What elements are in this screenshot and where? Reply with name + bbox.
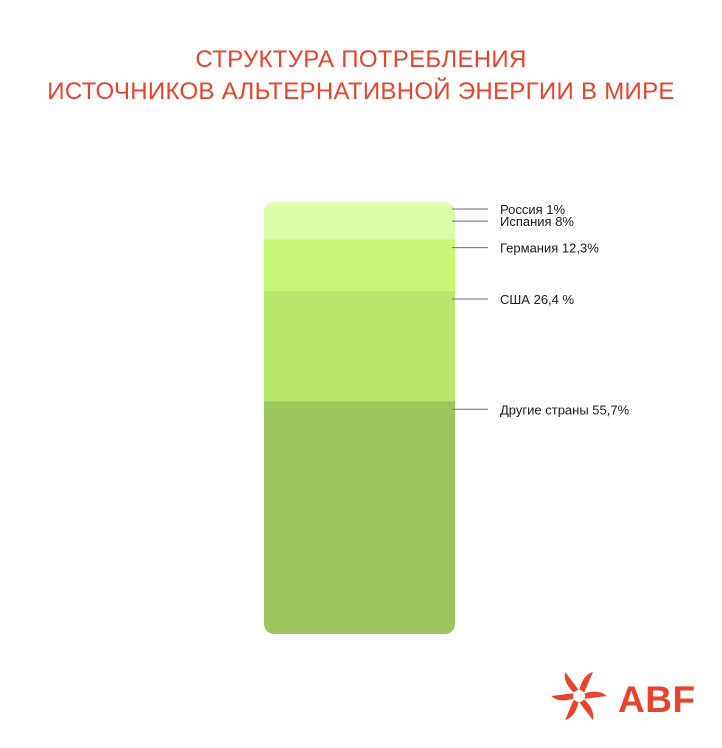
logo-petal-2 xyxy=(577,696,594,721)
chart-title-line-1: СТРУКТУРА ПОТРЕБЛЕНИЯ xyxy=(195,46,527,73)
logo-petal-3 xyxy=(565,696,579,720)
segment-label-0: Россия 1% xyxy=(500,202,565,217)
segment-label-2: Германия 12,3% xyxy=(500,241,599,256)
bar-segment-0 xyxy=(264,202,455,207)
bar-segment-1 xyxy=(264,206,455,241)
logo-petal-4 xyxy=(551,693,579,701)
bar-segment-4 xyxy=(264,401,455,634)
bar-segment-2 xyxy=(264,239,455,292)
logo-center xyxy=(573,690,585,702)
bar-segment-3 xyxy=(264,290,455,402)
segment-label-4: Другие страны 55,7% xyxy=(500,402,630,417)
abf-logo-icon xyxy=(551,671,607,721)
chart-title-line-2: ИСТОЧНИКОВ АЛЬТЕРНАТИВНОЙ ЭНЕРГИИ В МИРЕ xyxy=(47,78,675,105)
bar-top-lip xyxy=(264,213,455,217)
logo-petal-5 xyxy=(564,671,581,696)
segment-label-3: США 26,4 % xyxy=(500,292,574,307)
logo-petal-0 xyxy=(579,672,593,696)
logo-petal-1 xyxy=(579,691,607,699)
segment-label-1: Испания 8% xyxy=(500,214,574,229)
chart-title: СТРУКТУРА ПОТРЕБЛЕНИЯ ИСТОЧНИКОВ АЛЬТЕРН… xyxy=(0,44,722,108)
brand-name: ABF xyxy=(618,679,696,720)
